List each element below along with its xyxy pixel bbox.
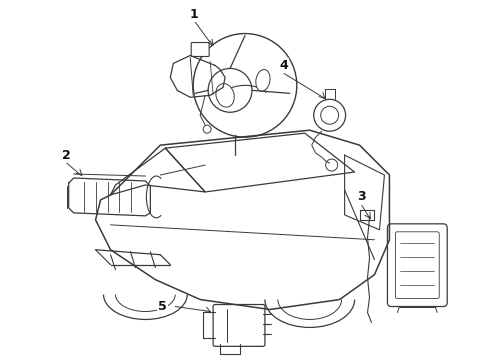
Ellipse shape [216,84,234,107]
Text: 5: 5 [158,300,167,313]
Text: 2: 2 [62,149,71,162]
Text: 3: 3 [357,190,366,203]
FancyBboxPatch shape [191,42,209,57]
Ellipse shape [256,69,270,91]
FancyBboxPatch shape [213,305,265,346]
Text: 4: 4 [279,59,288,72]
FancyBboxPatch shape [388,224,447,306]
Text: 1: 1 [190,8,198,21]
